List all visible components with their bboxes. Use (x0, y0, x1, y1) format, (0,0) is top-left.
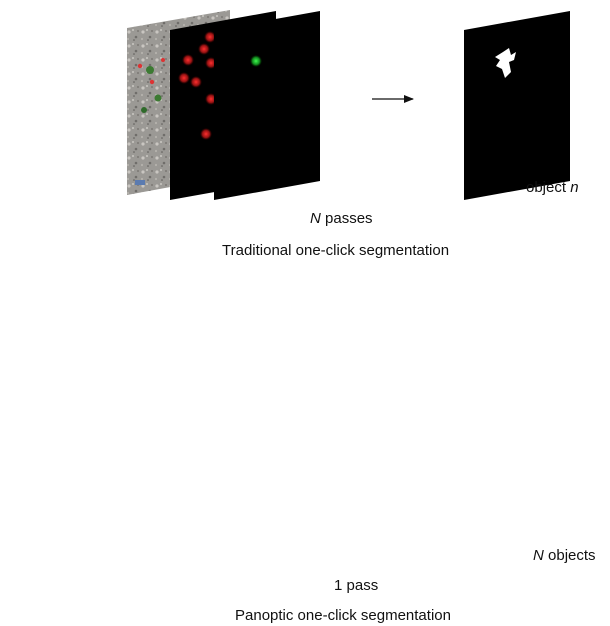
bottom-output-count: N (533, 547, 544, 564)
top-output-index: n (570, 179, 579, 196)
top-output-mask (464, 11, 570, 200)
bottom-method-caption: Panoptic one-click segmentation (235, 607, 451, 624)
top-click-map-green (214, 11, 320, 200)
top-output-caption: object n (526, 179, 579, 196)
top-pass-word: passes (325, 210, 373, 227)
bottom-output-word: objects (548, 547, 596, 564)
top-output-word: object (526, 179, 567, 196)
top-passes-caption: N passes (310, 210, 373, 227)
top-pass-count: N (310, 210, 321, 227)
bottom-pass-caption: 1 pass (334, 577, 379, 594)
top-method-caption: Traditional one-click segmentation (222, 242, 450, 259)
bottom-output-caption: N objects (533, 547, 596, 564)
